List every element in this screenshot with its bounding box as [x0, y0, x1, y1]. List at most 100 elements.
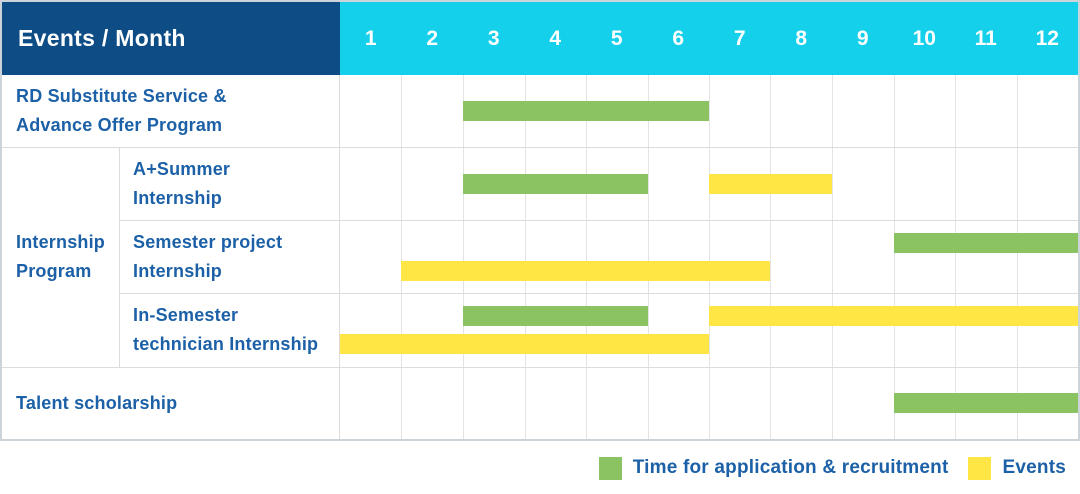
- month-gridline: [770, 75, 772, 147]
- row-label-talent-scholarship: Talent scholarship: [2, 367, 340, 439]
- month-gridline: [647, 147, 649, 220]
- section-rd-substitute-service: RD Substitute Service & Advance Offer Pro…: [2, 75, 1078, 148]
- month-gridline: [463, 293, 464, 367]
- month-gridline: [709, 75, 710, 147]
- month-gridline: [524, 293, 526, 367]
- month-gridline: [954, 147, 956, 220]
- recruitment-bar-semester-project-internship-m10-m12: [893, 232, 1078, 253]
- month-gridline: [954, 220, 956, 293]
- row-label-a-plus-summer-internship-text: Internship: [133, 187, 223, 208]
- recruitment-bar-rd-substitute-service-m3-m6: [463, 100, 709, 121]
- month-gridline: [770, 220, 772, 293]
- month-header-2: 2: [426, 26, 439, 50]
- gantt-row-semester-project-internship: Semester project Internship: [120, 220, 1078, 294]
- bar-line: [340, 232, 1078, 253]
- event-bar-a-plus-summer-internship-m7-m8: [709, 173, 832, 194]
- month-gridline: [832, 367, 833, 439]
- month-gridline: [832, 220, 833, 293]
- month-gridline: [832, 147, 833, 220]
- section-internship-program: Internship Program A+Summer Internship Semes…: [2, 147, 1078, 368]
- chart-cell-semester-project-internship: [340, 220, 1078, 293]
- month-header-5: 5: [610, 26, 623, 50]
- bar-line: [340, 306, 1078, 326]
- legend-event-label: Events: [1002, 457, 1066, 478]
- gantt-row-in-semester-technician-internship: In-Semester technician Internship: [120, 293, 1078, 367]
- month-gridline: [647, 220, 649, 293]
- row-label-in-semester-technician-internship-text: technician Internship: [133, 334, 319, 354]
- legend-event-swatch: [968, 456, 992, 480]
- month-gridline: [463, 367, 464, 439]
- month-gridline: [401, 367, 403, 439]
- month-gridline: [647, 367, 649, 439]
- month-gridline: [585, 220, 587, 293]
- month-gridline: [832, 293, 833, 367]
- legend: Time for application & recruitment Event…: [0, 455, 1080, 481]
- month-gridline: [709, 293, 710, 367]
- events-month-gantt-table: Events / Month 1 2 3 4 5 6 7 8 9 10 11 12 RD Substi…: [0, 0, 1080, 441]
- month-gridline: [401, 293, 403, 367]
- month-gridline: [585, 293, 587, 367]
- month-gridline: [463, 220, 464, 293]
- bar-line: [340, 334, 1078, 354]
- month-gridline: [893, 220, 895, 293]
- gantt-body: RD Substitute Service & Advance Offer Pro…: [2, 75, 1078, 439]
- chart-cell-talent-scholarship: [340, 367, 1078, 439]
- month-gridline: [524, 367, 526, 439]
- recruitment-bar-a-plus-summer-internship-m3-m5: [463, 173, 648, 194]
- legend-recruitment-label: Time for application & recruitment: [632, 457, 949, 478]
- month-gridline: [893, 293, 895, 367]
- bar-line: [340, 260, 1078, 281]
- legend-recruitment-swatch: [598, 456, 622, 480]
- recruitment-bar-talent-scholarship-m10-m12: [893, 393, 1078, 414]
- month-header-row: 1 2 3 4 5 6 7 8 9 10 11 12: [340, 2, 1078, 75]
- month-gridline: [954, 75, 956, 147]
- row-label-rd-substitute-service-text: Advance Offer Program: [16, 114, 223, 135]
- month-gridline: [832, 75, 833, 147]
- month-gridline: [401, 75, 403, 147]
- row-label-a-plus-summer-internship-text: A+Summer: [133, 158, 231, 179]
- row-label-in-semester-technician-internship-text: In-Semester: [133, 305, 239, 325]
- month-header-12: 12: [1035, 26, 1059, 50]
- row-label-semester-project-internship-text: Internship: [133, 260, 223, 281]
- month-gridline: [893, 147, 895, 220]
- event-bar-in-semester-technician-internship-m1-m6: [340, 334, 709, 354]
- bar-line: [340, 173, 1078, 194]
- month-header-1: 1: [364, 26, 377, 50]
- month-gridline: [1016, 75, 1018, 147]
- month-header-8: 8: [795, 26, 808, 50]
- row-label-in-semester-technician-internship: In-Semester technician Internship: [120, 293, 340, 367]
- month-header-7: 7: [733, 26, 746, 50]
- month-gridline: [1016, 293, 1018, 367]
- gantt-row-a-plus-summer-internship: A+Summer Internship: [120, 147, 1078, 221]
- month-gridline: [709, 367, 710, 439]
- month-header-3: 3: [487, 26, 500, 50]
- month-gridline: [401, 147, 403, 220]
- group-label-internship-program-text: Internship: [16, 232, 106, 252]
- month-header-11: 11: [974, 26, 997, 50]
- chart-cell-in-semester-technician-internship: [340, 293, 1078, 367]
- row-label-rd-substitute-service-text: RD Substitute Service &: [16, 85, 227, 106]
- row-label-a-plus-summer-internship: A+Summer Internship: [120, 147, 340, 220]
- chart-cell-rd-substitute-service: [340, 75, 1078, 147]
- events-month-header-cell: Events / Month: [2, 2, 340, 75]
- month-gridline: [770, 367, 772, 439]
- month-gridline: [1016, 220, 1018, 293]
- recruitment-bar-in-semester-technician-internship-m3-m5: [463, 306, 648, 326]
- month-gridline: [401, 220, 403, 293]
- row-label-talent-scholarship-text: Talent scholarship: [16, 392, 178, 413]
- month-header-6: 6: [672, 26, 685, 50]
- table-header-row: Events / Month 1 2 3 4 5 6 7 8 9 10 11 12: [2, 2, 1078, 75]
- month-gridline: [647, 293, 649, 367]
- month-gridline: [585, 367, 587, 439]
- month-gridline: [893, 75, 895, 147]
- month-gridline: [524, 220, 526, 293]
- section-talent-scholarship: Talent scholarship: [2, 367, 1078, 439]
- gantt-row-talent-scholarship: Talent scholarship: [2, 367, 1078, 439]
- bar-line: [340, 393, 1078, 414]
- chart-cell-a-plus-summer-internship: [340, 147, 1078, 220]
- event-bar-semester-project-internship-m2-m7: [401, 260, 771, 281]
- group-label-internship-program: Internship Program: [2, 147, 120, 367]
- row-label-rd-substitute-service: RD Substitute Service & Advance Offer Pro…: [2, 75, 340, 147]
- group-label-internship-program-text: Program: [16, 261, 92, 281]
- month-gridline: [1016, 147, 1018, 220]
